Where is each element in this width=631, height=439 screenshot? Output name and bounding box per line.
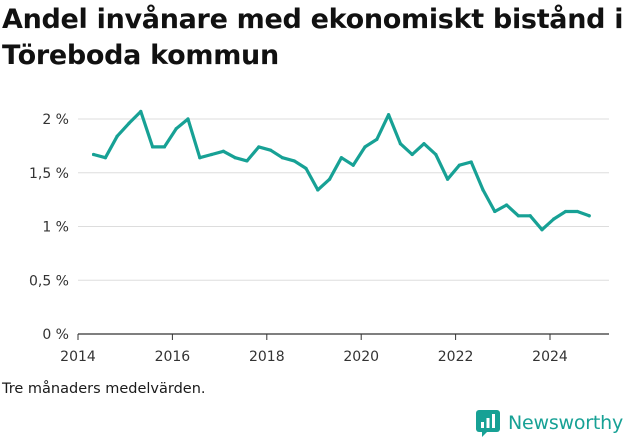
data-point — [209, 152, 214, 157]
brand-name: Newsworthy — [508, 412, 624, 434]
data-point — [268, 148, 273, 152]
data-point — [410, 152, 414, 157]
data-point — [575, 209, 579, 214]
data-point — [304, 166, 308, 171]
data-point — [398, 142, 402, 146]
series-line — [91, 109, 591, 232]
data-point — [233, 156, 237, 160]
x-tick-label: 2024 — [532, 349, 568, 365]
data-point — [280, 156, 284, 160]
line-chart: 0 % 0,5 % 1 % 1,5 % 2 % 2014 2016 2018 2020 2022… — [29, 109, 609, 365]
data-point — [351, 163, 355, 167]
data-point — [516, 214, 520, 218]
data-point — [481, 188, 485, 192]
data-point — [150, 145, 155, 149]
data-point — [493, 209, 497, 214]
grid-lines — [78, 118, 609, 335]
y-tick-label: 2 % — [42, 112, 69, 128]
y-tick-label: 1,5 % — [29, 166, 69, 182]
x-tick-label: 2018 — [249, 349, 285, 365]
data-point — [327, 177, 332, 181]
data-point — [257, 145, 261, 149]
data-point — [469, 160, 473, 164]
data-point — [292, 159, 296, 163]
data-point — [528, 214, 532, 218]
newsworthy-icon — [476, 409, 500, 437]
data-point — [339, 156, 343, 160]
data-point — [563, 209, 568, 214]
y-tick-label: 1 % — [42, 220, 69, 236]
x-tick-label: 2022 — [438, 349, 474, 365]
chart-title: Andel invånare med ekonomiskt bistånd i … — [2, 4, 624, 71]
data-point — [91, 152, 96, 157]
data-point — [127, 121, 131, 125]
data-point — [434, 152, 438, 157]
y-tick-label: 0,5 % — [29, 273, 69, 289]
y-axis: 0 % 0,5 % 1 % 1,5 % 2 % — [29, 112, 69, 343]
footnote: Tre månaders medelvärden. — [2, 381, 206, 397]
data-point — [422, 142, 426, 146]
data-point — [375, 137, 379, 142]
x-tick-label: 2014 — [60, 349, 96, 365]
data-point — [386, 113, 391, 117]
data-point — [540, 228, 544, 232]
data-point — [457, 163, 461, 167]
y-tick-label: 0 % — [42, 327, 69, 343]
data-point — [139, 109, 143, 114]
data-point — [363, 145, 367, 149]
data-point — [221, 149, 225, 153]
x-tick-label: 2016 — [155, 349, 191, 365]
data-point — [174, 127, 178, 131]
data-point — [245, 159, 249, 163]
data-point — [186, 117, 190, 121]
data-point — [162, 145, 166, 149]
brand-logo: Newsworthy — [476, 408, 623, 438]
data-point — [316, 188, 320, 192]
series-layer — [91, 109, 591, 232]
x-tick-label: 2020 — [343, 349, 379, 365]
data-point — [198, 156, 202, 160]
x-axis: 2014 2016 2018 2020 2022 2024 — [60, 334, 568, 365]
data-point — [103, 156, 107, 160]
data-point — [504, 203, 509, 207]
data-point — [115, 134, 119, 138]
data-point — [445, 177, 450, 181]
data-point — [552, 217, 556, 221]
data-point — [587, 214, 591, 218]
